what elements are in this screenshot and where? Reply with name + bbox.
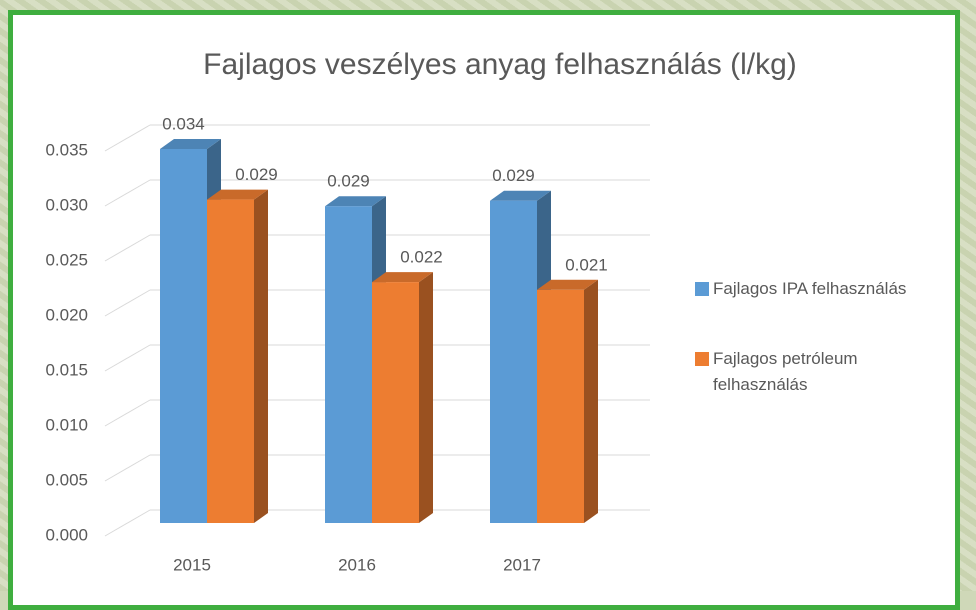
grid-line	[104, 289, 151, 317]
bar-top	[160, 139, 221, 149]
grid-line	[104, 234, 151, 262]
data-label: 0.029	[327, 172, 370, 191]
bar-top	[325, 196, 386, 207]
bar-top	[372, 272, 433, 283]
grid-line	[104, 399, 151, 427]
legend-label: Fajlagos petróleum felhasználás	[713, 349, 858, 394]
y-tick-label: 0.015	[45, 360, 88, 379]
grid-line	[104, 509, 151, 537]
chart: Fajlagos veszélyes anyag felhasználás (l…	[45, 48, 797, 575]
bar	[207, 199, 254, 523]
data-label: 0.029	[235, 165, 278, 184]
y-tick-label: 0.030	[45, 195, 88, 214]
y-tick-label: 0.000	[45, 525, 88, 544]
data-label: 0.021	[565, 255, 608, 274]
legend-swatch	[695, 352, 709, 366]
bar-side	[584, 279, 598, 523]
bar-top	[207, 189, 268, 200]
bar-top	[490, 190, 551, 201]
legend-item: Fajlagos petróleum felhasználás	[695, 346, 945, 398]
legend: Fajlagos IPA felhasználás Fajlagos petról…	[695, 276, 945, 442]
y-tick-label: 0.025	[45, 250, 88, 269]
legend-item: Fajlagos IPA felhasználás	[695, 276, 945, 302]
bar	[490, 200, 537, 523]
data-label: 0.034	[162, 114, 205, 133]
y-tick-label: 0.035	[45, 140, 88, 159]
y-tick-label: 0.020	[45, 305, 88, 324]
y-tick-label: 0.010	[45, 415, 88, 434]
grid-line	[104, 179, 151, 207]
data-label: 0.029	[492, 166, 535, 185]
legend-swatch	[695, 282, 709, 296]
bar-top	[537, 279, 598, 290]
bar	[537, 289, 584, 523]
chart-title: Fajlagos veszélyes anyag felhasználás (l…	[203, 48, 797, 81]
y-tick-label: 0.005	[45, 470, 88, 489]
bar	[325, 206, 372, 523]
x-tick-label: 2015	[173, 555, 211, 574]
x-tick-label: 2017	[503, 555, 541, 574]
data-label: 0.022	[400, 248, 443, 267]
bar	[372, 282, 419, 523]
grid-line	[104, 344, 151, 372]
x-tick-label: 2016	[338, 555, 376, 574]
legend-label: Fajlagos IPA felhasználás	[713, 279, 907, 298]
bar-side	[254, 189, 268, 523]
grid-line	[104, 454, 151, 482]
bar-side	[419, 272, 433, 523]
grid-line	[104, 124, 151, 152]
bar	[160, 149, 207, 523]
